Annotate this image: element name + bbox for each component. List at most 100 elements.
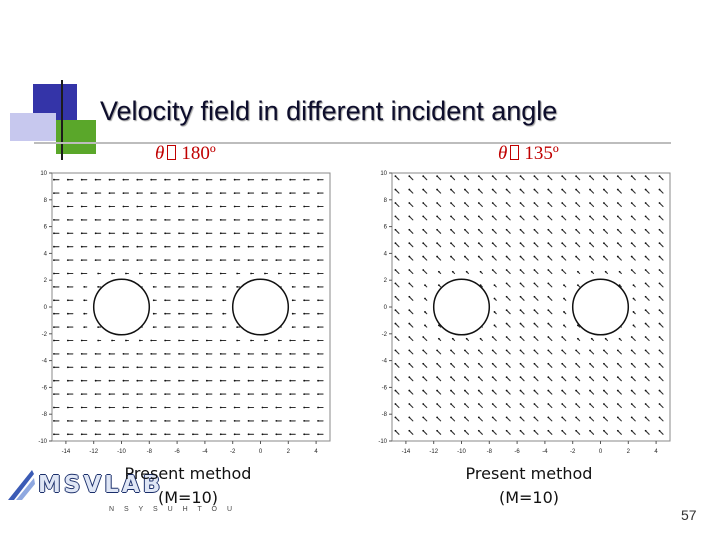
- arrow-head: [108, 379, 111, 382]
- arrow-head: [491, 336, 494, 338]
- arrow-head: [422, 429, 425, 432]
- arrow-head: [136, 406, 139, 409]
- arrow-head: [303, 366, 306, 369]
- arrow-head: [658, 188, 661, 191]
- y-tick-label: -2: [42, 332, 48, 338]
- y-tick-label: -2: [382, 332, 388, 338]
- arrow-head: [658, 282, 661, 285]
- arrow-head: [394, 188, 397, 191]
- arrow-head: [603, 255, 605, 258]
- arrow-head: [616, 403, 619, 405]
- arrow-head: [192, 299, 194, 302]
- arrow-head: [533, 309, 536, 312]
- arrow-head: [479, 270, 482, 273]
- arrow-head: [477, 188, 480, 191]
- arrow-head: [477, 429, 480, 432]
- arrow-head: [630, 202, 633, 204]
- x-tick-label: -2: [230, 449, 236, 455]
- arrow-head: [589, 242, 591, 245]
- arrow-head: [80, 232, 83, 235]
- arrow-head: [505, 282, 508, 285]
- arrow-head: [53, 326, 55, 328]
- arrow-head: [479, 337, 482, 340]
- arrow-head: [561, 429, 564, 432]
- arrow-head: [658, 202, 661, 204]
- arrow-head: [394, 175, 397, 178]
- arrow-head: [303, 393, 306, 395]
- arrow-head: [108, 178, 111, 181]
- arrow-head: [233, 232, 236, 235]
- arrow-head: [644, 416, 647, 419]
- arrow-head: [94, 433, 97, 436]
- arrow-head: [603, 376, 605, 379]
- arrow-head: [94, 406, 97, 409]
- arrow-head: [630, 215, 633, 218]
- arrow-head: [563, 297, 565, 300]
- arrow-head: [303, 312, 306, 315]
- arrow-head: [436, 188, 439, 191]
- arrow-head: [108, 353, 111, 355]
- arrow-head: [53, 299, 55, 302]
- arrow-head: [53, 178, 55, 181]
- arrow-head: [394, 322, 397, 325]
- arrow-head: [408, 242, 411, 245]
- arrow-head: [505, 295, 508, 298]
- x-tick-label: 2: [287, 449, 291, 455]
- missing-glyph-box: [510, 145, 520, 160]
- x-tick-label: -14: [402, 449, 411, 455]
- arrow-head: [261, 393, 264, 395]
- arrow-head: [408, 349, 411, 352]
- arrow-head: [275, 219, 278, 221]
- arrow-head: [66, 379, 69, 382]
- arrow-head: [505, 255, 508, 258]
- y-tick-label: 10: [380, 171, 387, 177]
- arrow-head: [491, 228, 494, 231]
- arrow-head: [658, 255, 661, 258]
- arrow-head: [303, 286, 306, 288]
- arrow-head: [125, 272, 127, 275]
- arrow-head: [408, 336, 411, 338]
- arrow-head: [317, 393, 319, 395]
- arrow-head: [205, 339, 208, 342]
- arrow-head: [261, 219, 264, 221]
- arrow-head: [491, 403, 494, 405]
- arrow-head: [178, 393, 180, 395]
- arrow-head: [464, 215, 466, 218]
- arrow-head: [630, 376, 633, 379]
- arrow-head: [632, 284, 635, 287]
- arrow-head: [178, 286, 180, 288]
- x-tick-label: -10: [457, 449, 466, 455]
- arrow-head: [122, 259, 125, 261]
- arrow-head: [164, 219, 167, 221]
- arrow-head: [66, 259, 69, 261]
- arrow-head: [247, 393, 250, 395]
- arrow-head: [491, 215, 494, 218]
- arrow-head: [436, 376, 439, 379]
- arrow-head: [547, 403, 550, 405]
- arrow-head: [561, 175, 564, 178]
- arrow-head: [233, 219, 236, 221]
- arrow-head: [644, 295, 647, 298]
- arrow-head: [66, 339, 69, 342]
- arrow-head: [491, 416, 494, 419]
- arrow-head: [303, 245, 306, 248]
- arrow-head: [261, 259, 264, 261]
- arrow-head: [111, 272, 113, 275]
- arrow-head: [152, 326, 155, 328]
- x-tick-label: -2: [570, 449, 576, 455]
- arrow-head: [275, 232, 278, 235]
- arrow-head: [394, 376, 397, 379]
- arrow-head: [247, 259, 250, 261]
- arrow-head: [178, 406, 180, 409]
- arrow-head: [289, 272, 292, 275]
- x-tick-label: -10: [117, 449, 126, 455]
- arrow-head: [505, 429, 508, 432]
- arrow-head: [477, 416, 480, 419]
- arrow-head: [644, 336, 647, 338]
- arrow-head: [66, 272, 69, 275]
- arrow-head: [317, 286, 319, 288]
- arrow-head: [437, 284, 440, 287]
- x-tick-label: 2: [627, 449, 631, 455]
- logo-subtext: N S Y S U H T O U: [109, 506, 237, 513]
- arrow-head: [422, 336, 425, 338]
